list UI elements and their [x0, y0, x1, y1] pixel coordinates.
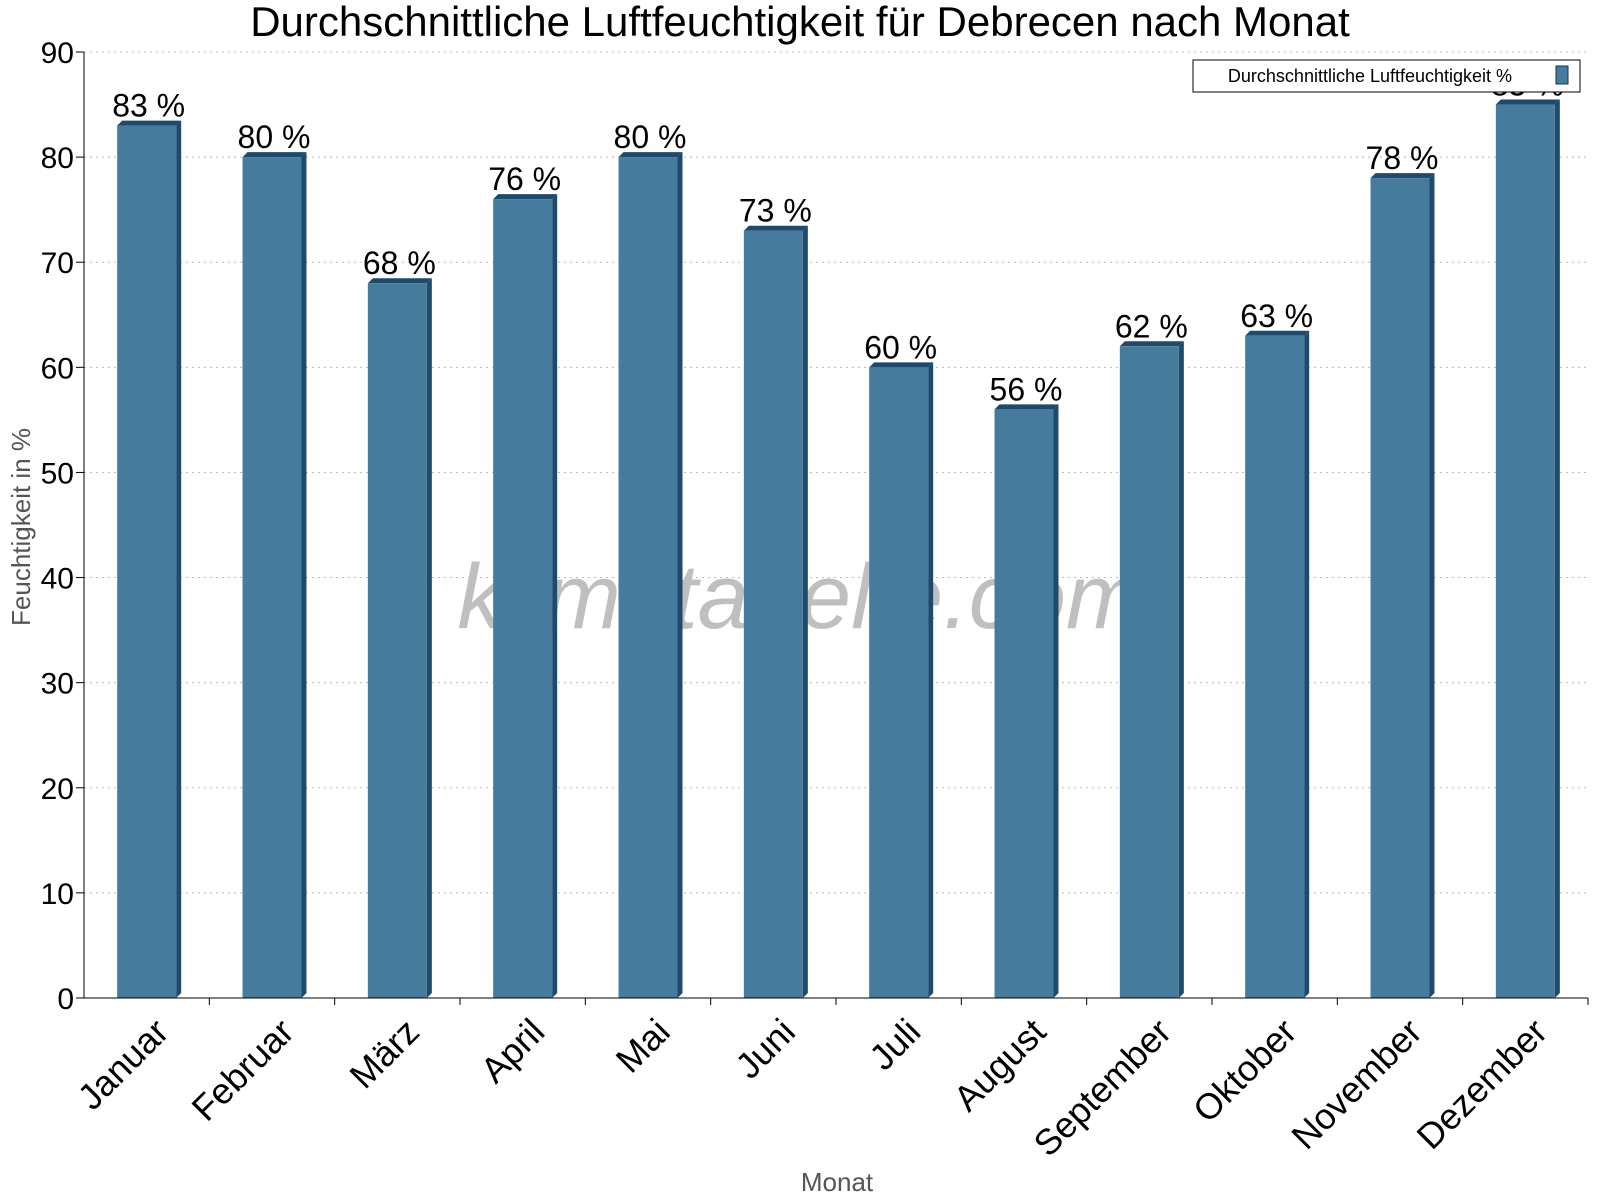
bar-group: 62 %: [1115, 308, 1188, 998]
y-tick-label: 30: [41, 668, 74, 701]
bar-top: [1495, 99, 1560, 105]
data-label: 78 %: [1366, 140, 1439, 176]
x-tick-label: März: [341, 1011, 427, 1097]
x-tick-label: Februar: [184, 1011, 302, 1129]
bar-group: 85 %: [1491, 67, 1564, 999]
bar-side: [552, 194, 558, 999]
bar: [1119, 346, 1179, 998]
chart-title: Durchschnittliche Luftfeuchtigkeit für D…: [250, 0, 1350, 45]
bar: [1370, 178, 1430, 999]
bar-side: [301, 152, 307, 999]
x-tick-label: April: [472, 1011, 552, 1091]
data-label: 80 %: [238, 119, 311, 155]
bar-top: [1119, 341, 1184, 347]
y-tick-label: 80: [41, 142, 74, 175]
bar: [493, 199, 553, 999]
y-tick-label: 10: [41, 878, 74, 911]
y-tick-label: 60: [41, 352, 74, 385]
bar: [994, 409, 1054, 998]
bar-group: 60 %: [864, 329, 937, 998]
legend-swatch: [1555, 65, 1569, 85]
y-tick-label: 40: [41, 563, 74, 596]
bar-side: [928, 362, 934, 998]
bar-top: [493, 194, 558, 200]
y-axis-title: Feuchtigkeit in %: [6, 428, 36, 626]
data-label: 68 %: [363, 245, 436, 281]
y-tick-label: 90: [41, 37, 74, 70]
bar: [1245, 335, 1305, 998]
x-tick-label: August: [945, 1011, 1053, 1119]
x-tick-label: Juli: [861, 1011, 928, 1078]
data-label: 56 %: [990, 371, 1063, 407]
bar: [367, 283, 427, 998]
bar-top: [1370, 173, 1435, 179]
y-tick-label: 50: [41, 457, 74, 490]
x-tick-label: Dezember: [1409, 1011, 1555, 1157]
x-tick-label: Juni: [727, 1011, 803, 1087]
x-tick-label: Januar: [69, 1011, 176, 1118]
bar-side: [1053, 404, 1059, 998]
bar-top: [869, 362, 934, 368]
bar: [618, 157, 678, 999]
bar: [869, 367, 929, 998]
bar-top: [367, 278, 432, 284]
legend-label: Durchschnittliche Luftfeuchtigkeit %: [1228, 66, 1512, 86]
data-label: 63 %: [1240, 298, 1313, 334]
bar-side: [677, 152, 683, 999]
y-tick-label: 70: [41, 247, 74, 280]
bar-top: [743, 225, 808, 231]
data-label: 60 %: [864, 329, 937, 365]
bar-side: [802, 225, 808, 998]
x-axis-title: Monat: [801, 1167, 874, 1197]
bar-top: [1245, 330, 1310, 336]
bar-group: 80 %: [614, 119, 687, 999]
bar-side: [426, 278, 432, 998]
x-tick-label: November: [1283, 1011, 1429, 1157]
legend: Durchschnittliche Luftfeuchtigkeit %: [1192, 59, 1581, 93]
bar-top: [117, 120, 182, 126]
x-tick-label: September: [1025, 1011, 1179, 1165]
bar-group: 56 %: [990, 371, 1063, 998]
bar-side: [1304, 330, 1310, 998]
bar: [743, 230, 803, 998]
bar-group: 78 %: [1366, 140, 1439, 999]
data-label: 73 %: [739, 193, 812, 229]
bar-group: 76 %: [488, 161, 561, 999]
legend-box: [1192, 59, 1581, 93]
bar-group: 80 %: [238, 119, 311, 999]
x-tick-label: Oktober: [1185, 1011, 1305, 1131]
bar-top: [242, 152, 307, 158]
bar-side: [1554, 99, 1560, 999]
data-label: 62 %: [1115, 308, 1188, 344]
bar-group: 68 %: [363, 245, 436, 998]
bar-top: [994, 404, 1059, 410]
bar-top: [618, 152, 683, 158]
bar-side: [176, 120, 182, 999]
gridlines: [84, 51, 1588, 894]
bar-group: 83 %: [112, 88, 185, 999]
bar: [1495, 104, 1555, 999]
bar-side: [1429, 173, 1435, 999]
y-tick-label: 20: [41, 773, 74, 806]
bar: [242, 157, 302, 999]
bar: [117, 125, 177, 999]
bar-series: 83 % 80 % 68 % 76 % 80 % 73 % 60 % 56 % 62 % 63 %…: [112, 67, 1564, 999]
data-label: 76 %: [488, 161, 561, 197]
x-tick-label: Mai: [608, 1011, 678, 1081]
bar-side: [1178, 341, 1184, 998]
bar-group: 63 %: [1240, 298, 1313, 998]
data-label: 83 %: [112, 88, 185, 124]
y-tick-label: 0: [57, 983, 74, 1016]
bar-group: 73 %: [739, 193, 812, 998]
data-label: 80 %: [614, 119, 687, 155]
